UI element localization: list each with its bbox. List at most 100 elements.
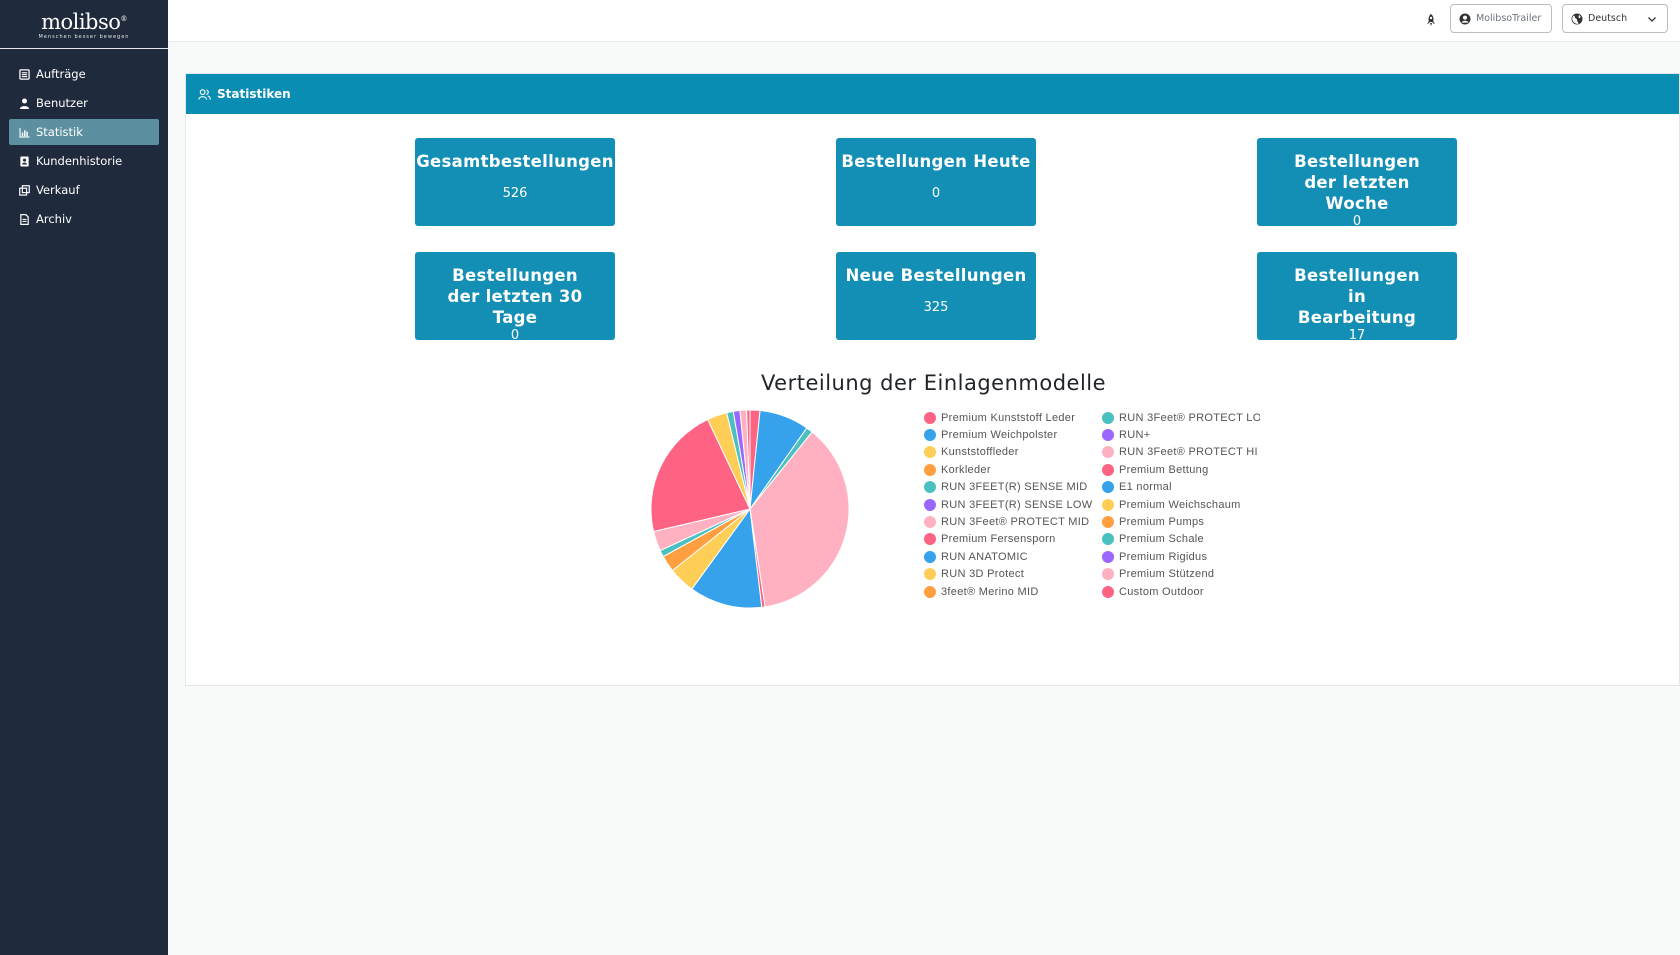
- rocket-icon[interactable]: [1424, 13, 1438, 27]
- legend-swatch: [924, 585, 936, 598]
- legend-label: Premium Fersensporn: [941, 533, 1056, 546]
- logo-text: molibso: [41, 10, 121, 34]
- legend-swatch: [1102, 516, 1114, 529]
- pie-chart[interactable]: [645, 404, 855, 614]
- globe-icon: [1571, 13, 1583, 24]
- legend-label: RUN 3FEET(R) SENSE MID: [941, 481, 1088, 494]
- logo-mark: ®: [120, 15, 127, 23]
- legend-item[interactable]: 3feet® Merino MID: [924, 583, 1092, 600]
- legend-swatch: [1102, 411, 1114, 424]
- tile-value: 0: [1352, 214, 1362, 229]
- stat-tile-orders-last-week: Bestellungen der letzten Woche 0: [1257, 138, 1457, 229]
- sidebar-item-archiv[interactable]: Archiv: [9, 206, 159, 232]
- user-icon: [19, 98, 30, 109]
- stat-tile-orders-today: Bestellungen Heute 0: [836, 138, 1036, 226]
- chart-legend-column-1: Premium Kunststoff Leder Premium Weichpol…: [924, 409, 1092, 600]
- pie-slice[interactable]: [746, 409, 751, 510]
- legend-item[interactable]: Premium Schale: [1102, 531, 1260, 548]
- legend-swatch: [924, 568, 936, 581]
- stat-tile-total-orders: Gesamtbestellungen 526: [415, 138, 615, 226]
- legend-label: Premium Rigidus: [1119, 550, 1208, 563]
- language-select[interactable]: Deutsch: [1562, 4, 1668, 33]
- tile-title: Neue Bestellungen: [845, 266, 1027, 285]
- sidebar-item-label: Verkauf: [36, 183, 80, 197]
- legend-swatch: [924, 446, 936, 459]
- tile-title: Bestellungen der letzten Woche: [1294, 152, 1420, 213]
- legend-item[interactable]: E1 normal: [1102, 479, 1260, 496]
- legend-swatch: [1102, 568, 1114, 581]
- sidebar-item-label: Kundenhistorie: [36, 154, 123, 168]
- user-button[interactable]: MolibsoTrailer: [1450, 4, 1552, 33]
- legend-label: Custom Outdoor: [1119, 585, 1204, 598]
- legend-label: Premium Schale: [1119, 533, 1204, 546]
- pie-slice[interactable]: [691, 507, 763, 609]
- legend-item[interactable]: RUN 3D Protect: [924, 566, 1092, 583]
- legend-item[interactable]: Korkleder: [924, 461, 1092, 478]
- address-book-icon: [20, 155, 29, 167]
- tile-title: Bestellungen der letzten 30 Tage: [447, 266, 583, 327]
- pie-slice[interactable]: [749, 431, 850, 608]
- sidebar-item-label: Archiv: [36, 212, 72, 226]
- legend-item[interactable]: Premium Weichpolster: [924, 426, 1092, 443]
- legend-label: RUN 3Feet® PROTECT MID: [941, 516, 1090, 529]
- sidebar-item-kundenhistorie[interactable]: Kundenhistorie: [9, 148, 159, 174]
- legend-item[interactable]: RUN 3FEET(R) SENSE LOW: [924, 496, 1092, 513]
- tile-title: Gesamtbestellungen: [416, 152, 614, 171]
- tile-value: 17: [1348, 328, 1366, 343]
- legend-label: RUN ANATOMIC: [941, 550, 1028, 563]
- legend-swatch: [1102, 481, 1114, 494]
- logo-tagline: Menschen besser bewegen: [38, 34, 130, 40]
- sidebar-item-auftraege[interactable]: Aufträge: [9, 61, 159, 87]
- legend-item[interactable]: RUN 3Feet® PROTECT MID: [924, 513, 1092, 530]
- legend-label: RUN+: [1119, 429, 1151, 442]
- sidebar: molibso® Menschen besser bewegen Aufträg…: [0, 0, 168, 955]
- tile-value: 325: [923, 300, 949, 315]
- legend-label: RUN 3D Protect: [941, 568, 1025, 581]
- legend-swatch: [924, 550, 936, 563]
- legend-item[interactable]: RUN+: [1102, 426, 1260, 443]
- chart-icon: [19, 127, 30, 138]
- users-icon: [198, 88, 211, 100]
- user-circle-icon: [1459, 13, 1471, 24]
- logo[interactable]: molibso® Menschen besser bewegen: [0, 0, 168, 49]
- legend-swatch: [1102, 550, 1114, 563]
- legend-swatch: [924, 498, 936, 511]
- tile-value: 526: [502, 186, 528, 201]
- legend-swatch: [1102, 463, 1114, 476]
- legend-label: Premium Pumps: [1119, 516, 1205, 529]
- sidebar-item-benutzer[interactable]: Benutzer: [9, 90, 159, 116]
- card-header: Statistiken: [186, 74, 1679, 114]
- tile-title: Bestellungen Heute: [841, 152, 1031, 171]
- legend-swatch: [924, 411, 936, 424]
- legend-label: RUN 3Feet® PROTECT HI: [1119, 446, 1258, 459]
- legend-swatch: [924, 463, 936, 476]
- top-bar: MolibsoTrailer Deutsch: [168, 0, 1680, 42]
- legend-item[interactable]: Kunststoffleder: [924, 444, 1092, 461]
- legend-item[interactable]: Premium Bettung: [1102, 461, 1260, 478]
- language-value: Deutsch: [1588, 13, 1628, 24]
- tile-title: Bestellungen in Bearbeitung: [1294, 266, 1420, 327]
- legend-item[interactable]: Premium Stützend: [1102, 566, 1260, 583]
- legend-item[interactable]: Premium Kunststoff Leder: [924, 409, 1092, 426]
- sidebar-item-label: Aufträge: [36, 67, 86, 81]
- legend-item[interactable]: RUN 3FEET(R) SENSE MID: [924, 479, 1092, 496]
- legend-item[interactable]: Premium Weichschaum: [1102, 496, 1260, 513]
- legend-item[interactable]: RUN 3Feet® PROTECT HI: [1102, 444, 1260, 461]
- legend-swatch: [1102, 533, 1114, 546]
- legend-item[interactable]: RUN 3Feet® PROTECT LO: [1102, 409, 1260, 426]
- sidebar-nav: Aufträge Benutzer Statistik Kundenhistor…: [0, 61, 168, 232]
- stat-tile-orders-last-30-days: Bestellungen der letzten 30 Tage 0: [415, 252, 615, 343]
- tile-value: 0: [510, 328, 520, 343]
- legend-item[interactable]: Premium Rigidus: [1102, 548, 1260, 565]
- legend-swatch: [1102, 429, 1114, 442]
- legend-item[interactable]: RUN ANATOMIC: [924, 548, 1092, 565]
- stat-tile-new-orders: Neue Bestellungen 325: [836, 252, 1036, 340]
- legend-item[interactable]: Custom Outdoor: [1102, 583, 1260, 600]
- sidebar-item-statistik[interactable]: Statistik: [9, 119, 159, 145]
- pie-slice[interactable]: [650, 418, 751, 533]
- legend-item[interactable]: Premium Fersensporn: [924, 531, 1092, 548]
- legend-item[interactable]: Premium Pumps: [1102, 513, 1260, 530]
- sidebar-item-verkauf[interactable]: Verkauf: [9, 177, 159, 203]
- list-icon: [19, 68, 30, 80]
- file-icon: [20, 213, 29, 225]
